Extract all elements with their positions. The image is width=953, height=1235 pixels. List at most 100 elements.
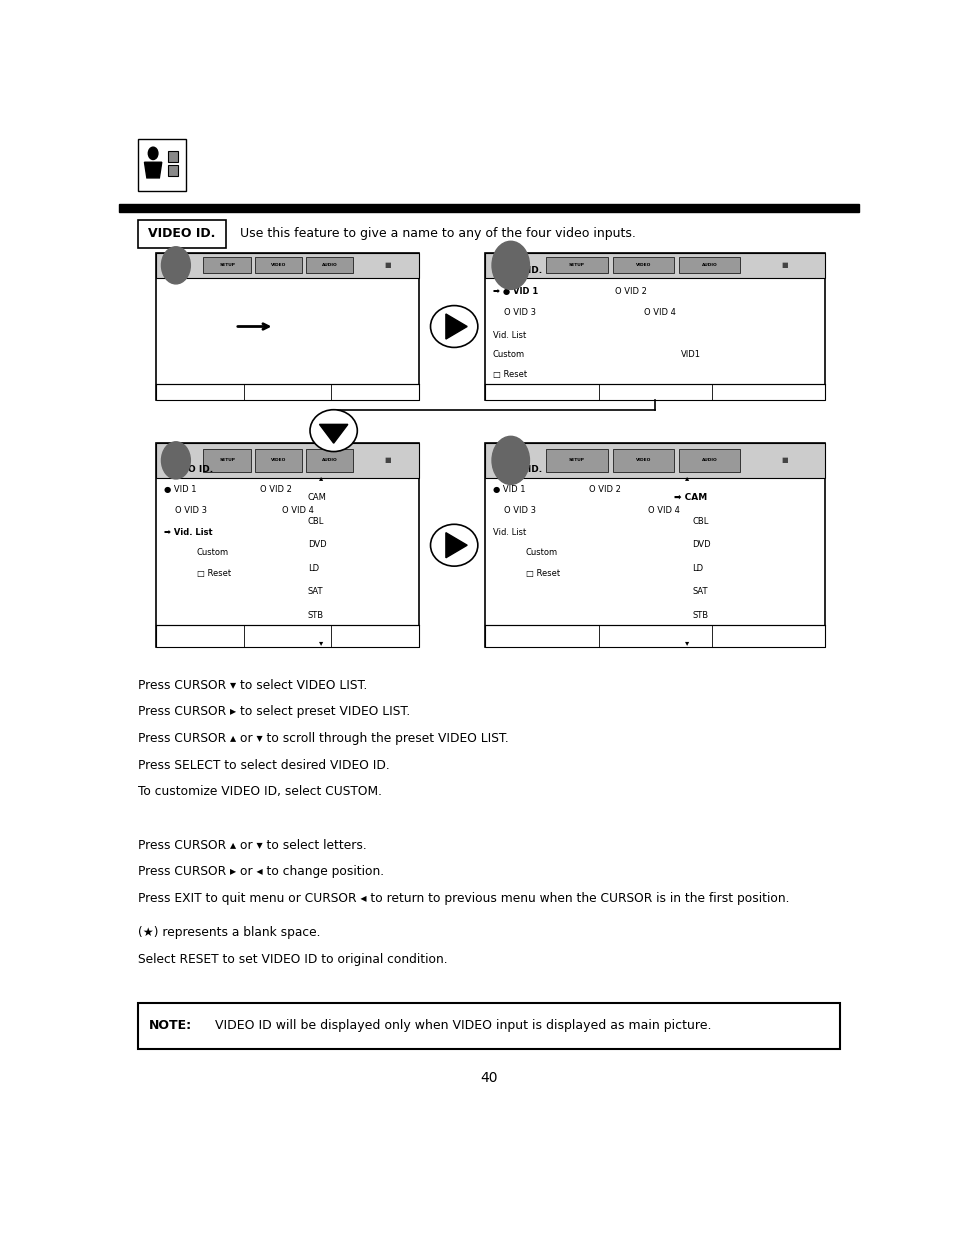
Text: O VID 4: O VID 4 bbox=[643, 308, 676, 316]
Text: AUDIO: AUDIO bbox=[701, 458, 717, 462]
Text: Press CURSOR ▾ to select VIDEO LIST.: Press CURSOR ▾ to select VIDEO LIST. bbox=[137, 679, 367, 692]
Text: Press SELECT to select desired VIDEO ID.: Press SELECT to select desired VIDEO ID. bbox=[137, 758, 389, 772]
Bar bbox=[254, 257, 301, 273]
Text: SETUP: SETUP bbox=[569, 263, 584, 267]
Text: VIDEO ID.: VIDEO ID. bbox=[492, 267, 541, 275]
Text: LD: LD bbox=[692, 564, 702, 573]
Text: ➡ CAM: ➡ CAM bbox=[673, 493, 706, 503]
Bar bbox=[254, 450, 301, 472]
Text: SAT: SAT bbox=[308, 588, 323, 597]
Text: VIDEO ID.: VIDEO ID. bbox=[492, 464, 541, 473]
Bar bbox=[485, 625, 824, 647]
Bar bbox=[485, 443, 824, 478]
Ellipse shape bbox=[310, 410, 357, 452]
Text: ▴: ▴ bbox=[684, 473, 688, 482]
Text: Vid. List: Vid. List bbox=[492, 529, 525, 537]
Text: NOTE:: NOTE: bbox=[149, 1019, 192, 1032]
Text: VIDEO ID.: VIDEO ID. bbox=[149, 227, 215, 241]
Text: Press CURSOR ▸ to select preset VIDEO LIST.: Press CURSOR ▸ to select preset VIDEO LI… bbox=[137, 705, 410, 719]
Text: Use this feature to give a name to any of the four video inputs.: Use this feature to give a name to any o… bbox=[239, 227, 635, 241]
Text: SETUP: SETUP bbox=[219, 458, 234, 462]
Text: STB: STB bbox=[692, 611, 708, 620]
Circle shape bbox=[492, 241, 529, 289]
Bar bbox=[485, 253, 824, 278]
Bar bbox=[679, 450, 740, 472]
Text: O VID 2: O VID 2 bbox=[588, 485, 620, 494]
Bar bbox=[203, 450, 251, 472]
Bar bbox=[546, 257, 607, 273]
Text: ■: ■ bbox=[383, 262, 390, 268]
Polygon shape bbox=[445, 314, 467, 340]
Text: VIDEO: VIDEO bbox=[271, 458, 286, 462]
Text: O VID 2: O VID 2 bbox=[614, 287, 646, 296]
Bar bbox=[612, 450, 673, 472]
Text: ➡ Vid. List: ➡ Vid. List bbox=[164, 529, 212, 537]
Text: Press CURSOR ▸ or ◂ to change position.: Press CURSOR ▸ or ◂ to change position. bbox=[137, 866, 383, 878]
Text: VID1: VID1 bbox=[680, 351, 700, 359]
Bar bbox=[156, 443, 418, 647]
Bar bbox=[546, 450, 607, 472]
Bar bbox=[156, 253, 418, 400]
Text: SAT: SAT bbox=[692, 588, 707, 597]
Text: Vid. List: Vid. List bbox=[492, 331, 525, 341]
Text: ▾: ▾ bbox=[684, 638, 688, 647]
Text: Press EXIT to quit menu or CURSOR ◂ to return to previous menu when the CURSOR i: Press EXIT to quit menu or CURSOR ◂ to r… bbox=[137, 892, 788, 905]
Text: VIDEO: VIDEO bbox=[271, 263, 286, 267]
Bar bbox=[679, 257, 740, 273]
Bar bbox=[156, 443, 418, 478]
Text: ▴: ▴ bbox=[318, 473, 323, 482]
Text: AUDIO: AUDIO bbox=[701, 263, 717, 267]
Text: O VID 4: O VID 4 bbox=[282, 505, 314, 515]
Bar bbox=[485, 384, 824, 400]
Bar bbox=[203, 257, 251, 273]
Text: CBL: CBL bbox=[692, 516, 708, 526]
Text: DVD: DVD bbox=[308, 540, 326, 550]
Bar bbox=[119, 204, 858, 212]
Bar bbox=[137, 220, 226, 248]
Bar bbox=[306, 257, 353, 273]
Text: O VID 3: O VID 3 bbox=[503, 505, 536, 515]
Text: ● VID 1: ● VID 1 bbox=[492, 485, 524, 494]
Text: SETUP: SETUP bbox=[569, 458, 584, 462]
Bar bbox=[168, 164, 178, 177]
Ellipse shape bbox=[430, 305, 477, 347]
Text: Press CURSOR ▴ or ▾ to scroll through the preset VIDEO LIST.: Press CURSOR ▴ or ▾ to scroll through th… bbox=[137, 732, 508, 745]
Text: SETUP: SETUP bbox=[219, 263, 234, 267]
Text: VIDEO ID.: VIDEO ID. bbox=[164, 464, 213, 473]
Text: CBL: CBL bbox=[308, 516, 324, 526]
Text: □ Reset: □ Reset bbox=[492, 369, 526, 379]
Text: ■: ■ bbox=[383, 457, 390, 463]
Text: Custom: Custom bbox=[196, 548, 229, 557]
Polygon shape bbox=[445, 532, 467, 558]
Bar bbox=[612, 257, 673, 273]
Bar bbox=[137, 1003, 840, 1049]
Bar bbox=[137, 138, 186, 191]
Text: □ Reset: □ Reset bbox=[196, 569, 231, 578]
Text: O VID 2: O VID 2 bbox=[259, 485, 292, 494]
Ellipse shape bbox=[430, 525, 477, 566]
Text: (★) represents a blank space.: (★) represents a blank space. bbox=[137, 926, 320, 939]
Text: LD: LD bbox=[308, 564, 318, 573]
Circle shape bbox=[492, 436, 529, 484]
Polygon shape bbox=[144, 162, 162, 178]
Circle shape bbox=[161, 442, 191, 479]
Bar bbox=[168, 151, 178, 162]
Bar bbox=[156, 384, 418, 400]
Circle shape bbox=[161, 247, 191, 284]
Text: CAM: CAM bbox=[308, 493, 326, 503]
Text: ● VID 1: ● VID 1 bbox=[164, 485, 196, 494]
Text: AUDIO: AUDIO bbox=[321, 263, 337, 267]
Text: O VID 3: O VID 3 bbox=[503, 308, 536, 316]
Text: ▾: ▾ bbox=[318, 638, 323, 647]
Text: VIDEO ID will be displayed only when VIDEO input is displayed as main picture.: VIDEO ID will be displayed only when VID… bbox=[215, 1019, 711, 1032]
Text: ➡ ● VID 1: ➡ ● VID 1 bbox=[492, 287, 537, 296]
Text: STB: STB bbox=[308, 611, 324, 620]
Text: VIDEO: VIDEO bbox=[635, 263, 650, 267]
Text: Custom: Custom bbox=[525, 548, 558, 557]
Text: □ Reset: □ Reset bbox=[525, 569, 559, 578]
Text: To customize VIDEO ID, select CUSTOM.: To customize VIDEO ID, select CUSTOM. bbox=[137, 785, 381, 798]
Text: DVD: DVD bbox=[692, 540, 710, 550]
Bar bbox=[485, 443, 824, 647]
Text: Select RESET to set VIDEO ID to original condition.: Select RESET to set VIDEO ID to original… bbox=[137, 952, 447, 966]
Circle shape bbox=[148, 147, 158, 159]
